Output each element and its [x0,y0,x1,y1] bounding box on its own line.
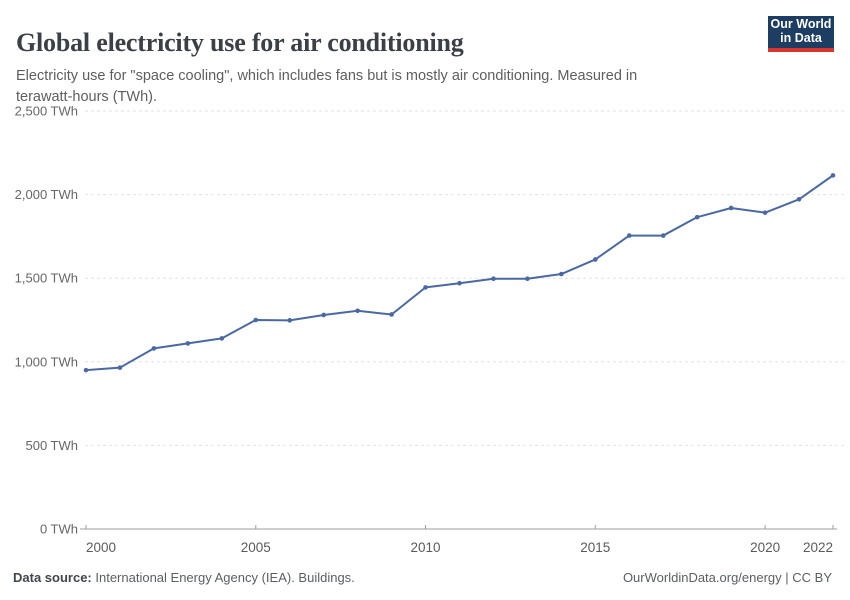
data-point[interactable] [321,312,326,318]
x-tick-label: 2020 [750,540,780,555]
data-point[interactable] [525,276,530,282]
page-title: Global electricity use for air condition… [16,28,464,58]
y-tick-label: 1,000 TWh [15,354,78,369]
y-tick-label: 2,000 TWh [15,187,78,202]
data-point[interactable] [559,271,564,277]
y-tick-label: 0 TWh [40,522,78,537]
data-point[interactable] [219,336,225,341]
data-point[interactable] [830,173,836,178]
y-tick-label: 2,500 TWh [15,104,78,119]
data-source-label: Data source: [13,570,92,585]
data-point[interactable] [762,210,768,215]
x-tick-label: 2015 [580,540,610,555]
data-point[interactable] [593,257,598,262]
data-line [85,174,834,372]
data-point[interactable] [253,317,259,323]
data-point[interactable] [185,341,191,346]
data-point[interactable] [491,276,496,282]
data-point[interactable] [117,365,123,370]
owid-logo-text-line2: in Data [780,30,822,45]
credit-link[interactable]: OurWorldinData.org/energy | CC BY [622,570,832,585]
data-point[interactable] [660,233,666,238]
data-point[interactable] [626,233,632,238]
y-tick-label: 500 TWh [25,438,78,453]
data-source-value: International Energy Agency (IEA). Build… [91,570,355,585]
data-point[interactable] [287,318,293,323]
data-point[interactable] [796,196,802,202]
data-point[interactable] [694,214,700,220]
data-point[interactable] [457,280,462,286]
data-source-note: Data source: International Energy Agency… [13,570,355,585]
x-tick-label: 2010 [411,540,441,555]
data-point[interactable] [151,346,157,351]
x-tick-label: 2005 [241,540,271,555]
data-point[interactable] [355,308,360,314]
data-point[interactable] [728,205,734,211]
x-tick-label: 2022 [803,540,833,555]
data-point[interactable] [423,285,428,290]
x-tick-label: 2000 [86,540,116,555]
chart-subtitle: Electricity use for "space cooling", whi… [16,67,638,105]
data-point[interactable] [83,367,89,373]
owid-logo-text-line1: Our World [770,17,832,31]
owid-logo[interactable]: Our World in Data [768,16,834,52]
y-tick-label: 1,500 TWh [15,271,78,286]
data-point[interactable] [389,312,394,317]
